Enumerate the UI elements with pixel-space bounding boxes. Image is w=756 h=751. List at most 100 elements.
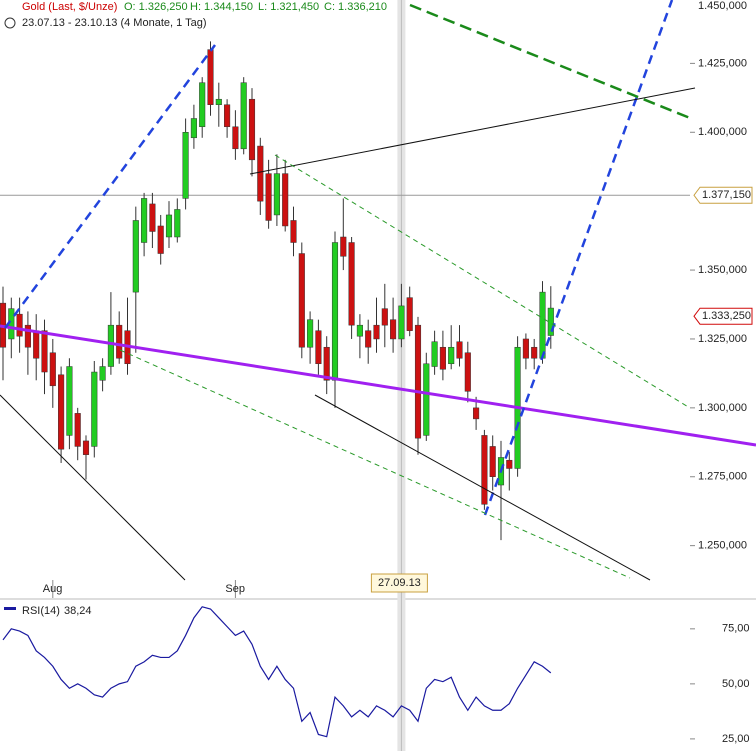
candle-body (49, 352, 56, 387)
candle-body (107, 324, 114, 367)
trend-line (483, 0, 674, 516)
y-tick-label: 1.250,000 (698, 540, 747, 552)
candle-body (182, 132, 189, 199)
candle-body (141, 198, 148, 243)
candle-body (522, 338, 529, 359)
chart-title: Gold (Last, $/Unze) (22, 1, 117, 13)
ohlc-label: L: 1.321,450 (258, 1, 319, 13)
y-tick-label: 1.425,000 (698, 57, 747, 69)
candle-body (423, 363, 430, 436)
candle-body (190, 118, 197, 139)
candle-body (207, 49, 214, 105)
trend-line (0, 394, 186, 581)
crosshair-label: 27.09.13 (378, 577, 421, 589)
y-tick-label: 75,00 (722, 623, 750, 635)
y-tick-label: 50,00 (722, 678, 750, 690)
candle-body (473, 407, 480, 420)
candle-body (149, 203, 156, 232)
candle-body (174, 209, 181, 238)
candle-body (390, 319, 397, 340)
candle-body (481, 435, 488, 505)
candle-body (16, 313, 23, 337)
candle-body (356, 324, 363, 337)
trend-line (0, 324, 756, 447)
candle-body (414, 324, 422, 439)
candle-body (365, 330, 372, 348)
rsi-title: RSI(14) (22, 605, 60, 617)
price-label: 1.377,150 (702, 189, 751, 201)
candle-body (406, 297, 413, 331)
candle-body (315, 330, 322, 365)
y-tick-label: 25,00 (722, 733, 750, 745)
x-tick-label: Aug (43, 583, 63, 595)
drawings (0, 0, 756, 581)
candle-body (132, 220, 139, 293)
candle-body (331, 242, 339, 381)
candle-body (224, 104, 231, 128)
trend-line (249, 87, 696, 175)
candle-body (340, 236, 347, 257)
rsi-line (2, 606, 552, 738)
candle-body (273, 173, 280, 216)
price-label-box (693, 307, 753, 325)
x-tick-label: Sep (225, 583, 245, 595)
candle-body (248, 98, 256, 161)
candle-body (199, 82, 206, 128)
clock-icon (4, 17, 16, 29)
y-tick-label: 1.275,000 (698, 471, 747, 483)
candle-body (24, 324, 31, 348)
candle-body (282, 173, 289, 227)
ohlc-label: H: 1.344,150 (190, 1, 253, 13)
candle-body (232, 126, 239, 150)
y-tick-label: 1.450,000 (698, 0, 747, 12)
candle-body (456, 341, 463, 359)
trend-line (409, 3, 691, 120)
candle-body (165, 214, 173, 238)
price-label: 1.333,250 (702, 310, 751, 322)
candle-body (323, 346, 330, 381)
candle-body (439, 346, 446, 370)
candle-body (381, 308, 388, 326)
candle-body (348, 242, 355, 326)
trend-line (119, 349, 631, 579)
candle-body (240, 82, 247, 150)
candle-body (58, 374, 65, 450)
candle-body (91, 371, 98, 447)
candle-body (157, 225, 164, 254)
y-tick-label: 1.350,000 (698, 264, 747, 276)
trend-line (3, 44, 217, 329)
candle-body (99, 366, 106, 381)
candle-body (116, 324, 123, 359)
candle-body (66, 366, 73, 436)
candle-body (74, 413, 81, 447)
candle-body (489, 446, 496, 477)
candle-body (41, 330, 48, 373)
y-tick-label: 1.300,000 (698, 402, 747, 414)
y-tick-label: 1.325,000 (698, 333, 747, 345)
crosshair-label-box (370, 573, 428, 593)
candle-body (307, 319, 314, 348)
chart-subtitle: 23.07.13 - 23.10.13 (4 Monate, 1 Tag) (22, 17, 206, 29)
y-tick-label: 1.400,000 (698, 126, 747, 138)
candle-body (257, 145, 264, 202)
candle-body (290, 220, 297, 243)
candle-body (464, 352, 471, 392)
price-label-box (693, 186, 753, 204)
candle-body (265, 173, 272, 221)
trend-line (274, 154, 691, 409)
trend-line (314, 394, 651, 581)
candle-body (539, 291, 546, 359)
candle-body (531, 346, 538, 359)
rsi-legend-swatch (4, 607, 16, 610)
candle-body (82, 440, 90, 455)
candle-body (298, 253, 305, 348)
candle-body (215, 98, 222, 105)
candle-body (33, 330, 40, 359)
ohlc-label: C: 1.336,210 (324, 1, 387, 13)
candle-body (506, 459, 513, 469)
candle-body (448, 346, 455, 365)
candle-body (373, 324, 380, 340)
candle-body (431, 341, 438, 367)
rsi-value-label: 38,24 (64, 605, 92, 617)
